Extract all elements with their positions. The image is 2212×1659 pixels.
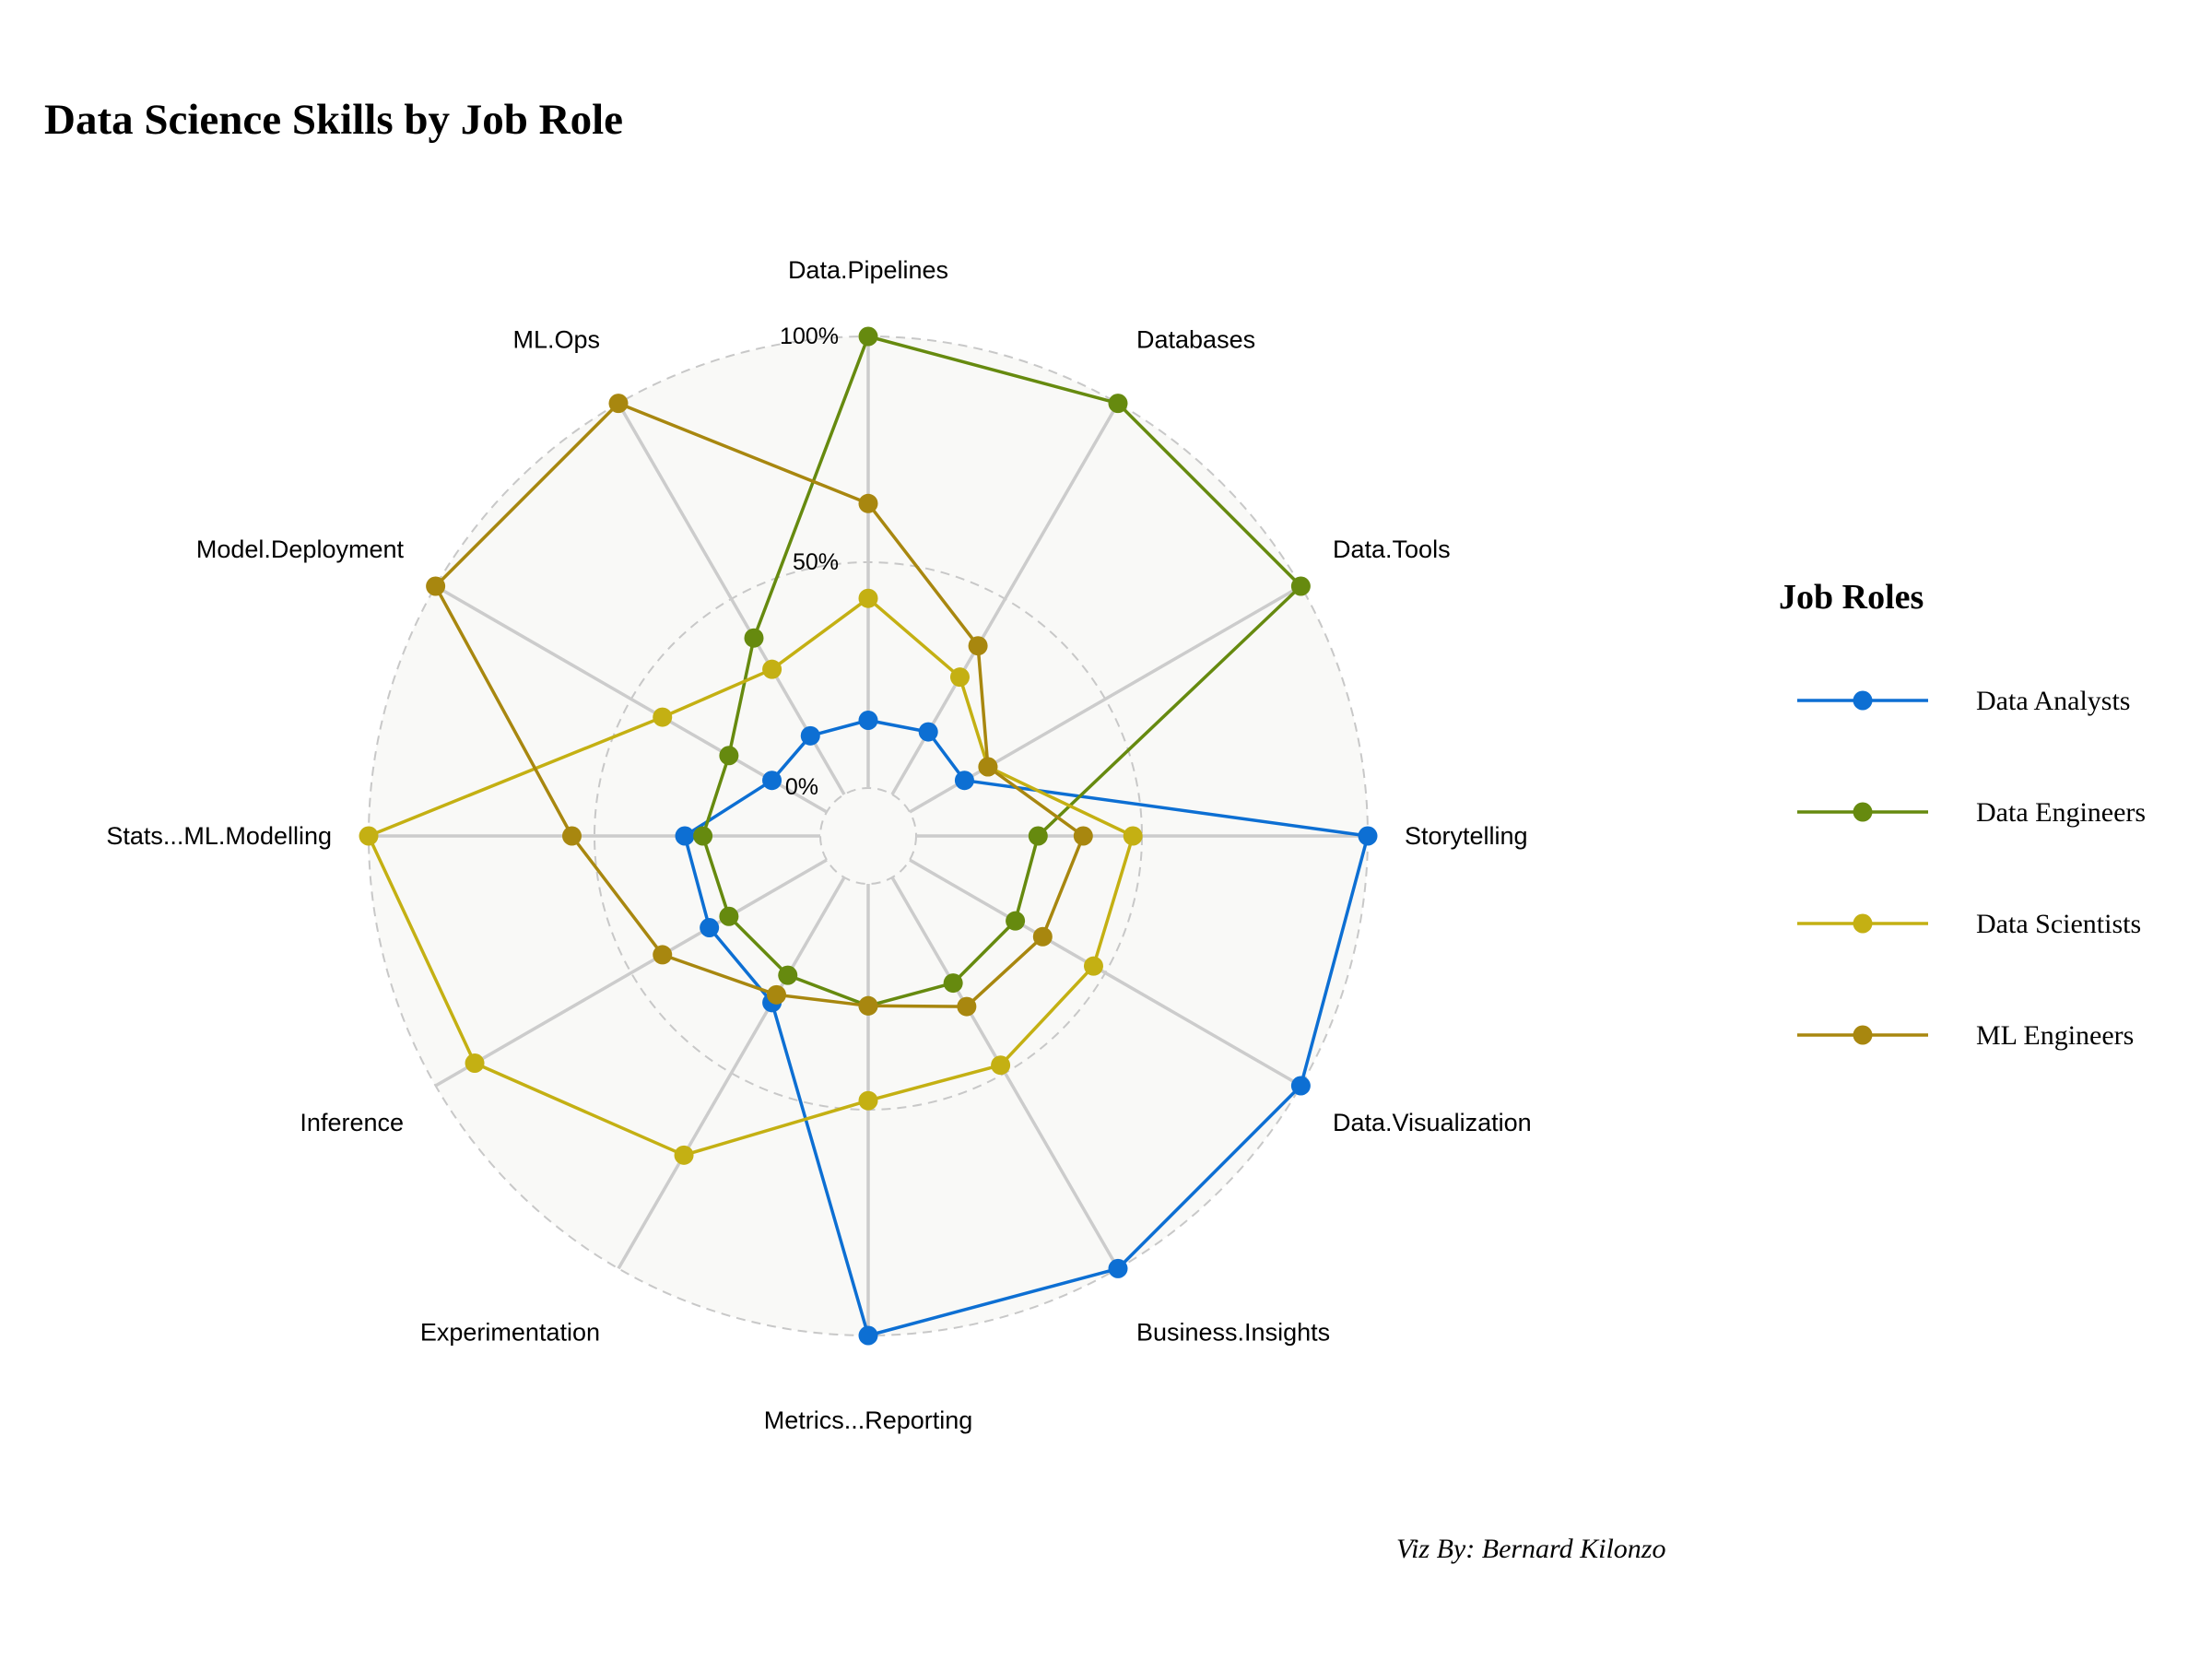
data-point xyxy=(719,746,739,766)
data-point xyxy=(950,667,970,688)
data-point xyxy=(1290,576,1311,596)
chart-title: Data Science Skills by Job Role xyxy=(44,96,623,144)
category-label: Data.Visualization xyxy=(1333,1109,1532,1136)
spoke xyxy=(617,877,846,1270)
data-point xyxy=(762,659,782,679)
data-point xyxy=(778,965,798,985)
category-label: Data.Pipelines xyxy=(788,256,948,284)
data-point xyxy=(700,918,720,937)
caption: Viz By: Bernard Kilonzo xyxy=(1396,1534,1665,1564)
data-point xyxy=(719,906,739,926)
spoke xyxy=(434,584,828,814)
legend-label: Data Engineers xyxy=(1976,797,2146,828)
legend-title: Job Roles xyxy=(1779,578,1924,617)
legend-label: Data Scientists xyxy=(1976,909,2141,939)
data-point xyxy=(957,996,977,1017)
legend-item: Data Analysts xyxy=(1797,686,2130,716)
tick-label: 0% xyxy=(785,774,818,800)
data-point xyxy=(1032,926,1053,947)
radial-tick-labels: 0% 50% 100% xyxy=(780,324,839,800)
data-point xyxy=(954,771,974,791)
data-point xyxy=(675,826,695,846)
category-label: Inference xyxy=(300,1109,404,1136)
category-label: Stats...ML.Modelling xyxy=(106,822,332,850)
series-ml-engineers xyxy=(426,394,1093,1017)
data-point xyxy=(1358,826,1378,846)
spoke xyxy=(434,858,828,1088)
data-point xyxy=(991,1055,1011,1076)
data-point xyxy=(858,588,878,608)
data-point xyxy=(653,707,673,727)
data-point xyxy=(1006,911,1026,931)
category-label: Storytelling xyxy=(1405,822,1528,850)
data-point xyxy=(1108,394,1128,414)
data-point xyxy=(858,995,878,1016)
data-point xyxy=(1073,826,1093,846)
data-point xyxy=(918,722,938,742)
category-labels: Data.Pipelines Databases Data.Tools Storyte… xyxy=(106,256,1531,1434)
category-label: Data.Tools xyxy=(1333,535,1451,563)
data-point xyxy=(465,1053,485,1073)
data-point xyxy=(767,984,786,1005)
data-point xyxy=(1290,1076,1311,1096)
data-point xyxy=(858,1090,878,1111)
data-point xyxy=(858,1325,878,1346)
data-point xyxy=(608,394,629,414)
legend-marker xyxy=(1853,802,1873,822)
legend-marker xyxy=(1853,913,1873,934)
legend-marker xyxy=(1853,690,1873,711)
category-label: Metrics...Reporting xyxy=(764,1406,973,1434)
data-point xyxy=(744,628,764,648)
category-label: Model.Deployment xyxy=(196,535,405,563)
spoke xyxy=(909,584,1302,814)
legend-items: Data Analysts Data Engineers Data Scientis… xyxy=(1797,686,2146,1051)
data-point xyxy=(1123,826,1143,846)
data-point xyxy=(674,1145,694,1165)
tick-label: 100% xyxy=(780,324,839,349)
data-point xyxy=(426,576,446,596)
data-point xyxy=(359,826,379,846)
legend-item: ML Engineers xyxy=(1797,1020,2134,1051)
category-label: ML.Ops xyxy=(512,325,600,353)
data-point xyxy=(978,757,998,777)
series-data-analysts xyxy=(675,711,1378,1346)
category-label: Databases xyxy=(1136,325,1255,353)
radar-series xyxy=(359,326,1378,1346)
tick-label: 50% xyxy=(793,549,839,575)
data-point xyxy=(858,493,878,513)
panel-circle xyxy=(369,336,1368,1335)
data-point xyxy=(858,326,878,347)
data-point xyxy=(943,973,963,994)
data-point xyxy=(562,826,582,846)
category-label: Business.Insights xyxy=(1136,1319,1330,1347)
legend-marker xyxy=(1853,1025,1873,1045)
data-point xyxy=(762,771,782,791)
legend-item: Data Scientists xyxy=(1797,909,2141,939)
data-point xyxy=(693,826,713,846)
data-point xyxy=(858,711,878,730)
spoke xyxy=(909,858,1302,1088)
data-point xyxy=(653,945,673,965)
data-point xyxy=(968,636,988,656)
data-point xyxy=(1108,1258,1128,1278)
data-point xyxy=(1083,956,1103,976)
legend-item: Data Engineers xyxy=(1797,797,2146,828)
legend-label: ML Engineers xyxy=(1976,1020,2134,1051)
category-label: Experimentation xyxy=(420,1319,600,1347)
data-point xyxy=(800,725,820,746)
data-point xyxy=(1028,826,1048,846)
legend-label: Data Analysts xyxy=(1976,686,2130,716)
